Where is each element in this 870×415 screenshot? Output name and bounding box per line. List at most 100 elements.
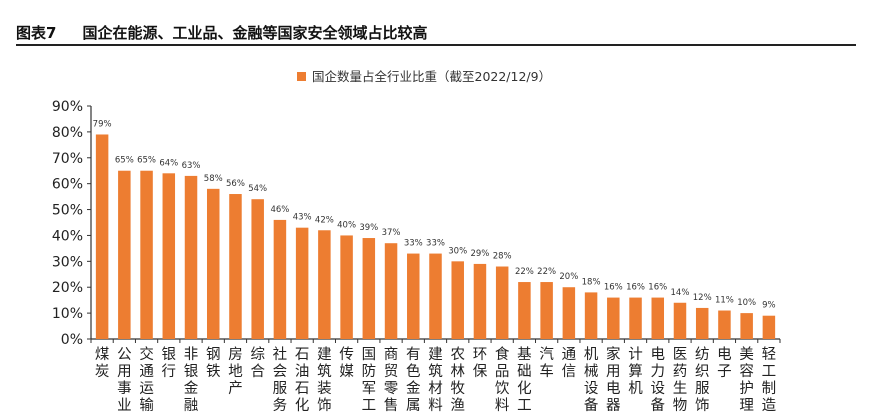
x-tick-label: 有色金属: [406, 346, 421, 414]
x-tick-label: 综合: [250, 346, 265, 380]
x-tick-label: 环保: [473, 347, 488, 380]
bar: [95, 134, 109, 339]
x-tick-label: 汽车: [539, 346, 554, 380]
data-label: 10%: [737, 298, 756, 308]
x-tick-label: 计算机: [628, 346, 643, 397]
bar: [184, 175, 198, 339]
bar: [407, 253, 420, 339]
data-label: 40%: [337, 220, 356, 230]
bar: [273, 219, 287, 339]
bar: [718, 310, 731, 339]
data-label: 79%: [93, 119, 112, 129]
y-tick-label: 60%: [52, 177, 83, 193]
legend-label: 国企数量占全行业比重（截至2022/12/9）: [312, 69, 551, 84]
data-label: 37%: [382, 228, 401, 238]
data-label: 20%: [559, 272, 578, 282]
bar: [362, 238, 376, 339]
bar: [495, 266, 509, 339]
bar: [162, 173, 176, 339]
figure-title-bar: 图表7 国企在能源、工业品、金融等国家安全领域占比较高: [16, 22, 856, 46]
data-label: 16%: [626, 283, 645, 293]
figure-title: 国企在能源、工业品、金融等国家安全领域占比较高: [82, 24, 428, 42]
x-tick-label: 纺织服饰: [695, 346, 710, 414]
bar: [429, 253, 442, 339]
x-tick-label: 农林牧渔: [450, 346, 465, 414]
x-tick-label: 钢铁: [206, 346, 221, 380]
data-label: 14%: [671, 288, 690, 298]
bar: [206, 188, 220, 339]
x-tick-label: 传媒: [339, 346, 354, 380]
bar: [518, 282, 531, 339]
figure-number: 图表7: [16, 24, 57, 42]
x-tick-label: 电子: [717, 346, 732, 380]
data-label: 16%: [648, 283, 667, 293]
x-tick-label: 轻工制造: [762, 346, 777, 414]
data-label: 63%: [182, 161, 201, 171]
bar: [562, 287, 576, 339]
bar: [762, 315, 776, 339]
bar: [651, 297, 665, 339]
data-label: 30%: [448, 246, 467, 256]
bar: [584, 292, 598, 339]
data-label: 64%: [159, 158, 178, 168]
x-tick-label: 建筑装饰: [317, 346, 332, 414]
data-label: 11%: [715, 296, 734, 306]
x-tick-label: 家用电器: [606, 346, 621, 414]
bar: [118, 170, 131, 339]
bar: [695, 307, 709, 339]
x-tick-label: 煤炭: [95, 346, 110, 380]
y-tick-label: 30%: [52, 254, 83, 270]
bar: [295, 227, 309, 339]
y-tick-label: 80%: [52, 125, 83, 141]
y-tick-label: 0%: [61, 332, 83, 348]
data-label: 58%: [204, 174, 223, 184]
bar: [740, 313, 753, 339]
data-label: 56%: [226, 179, 245, 189]
bar: [251, 199, 264, 339]
x-tick-label: 公用事业: [117, 347, 132, 414]
y-tick-label: 90%: [52, 99, 83, 115]
data-label: 33%: [426, 239, 445, 249]
data-label: 42%: [315, 215, 334, 225]
data-label: 39%: [359, 223, 378, 233]
x-tick-label: 非银金融: [184, 346, 199, 414]
bar: [629, 297, 642, 339]
data-label: 22%: [537, 267, 556, 277]
bar: [384, 243, 398, 339]
x-tick-label: 银行: [162, 346, 177, 380]
data-label: 16%: [604, 283, 623, 293]
x-tick-label: 房地产: [228, 346, 243, 397]
data-label: 29%: [470, 249, 489, 259]
x-tick-label: 石油石化: [295, 347, 310, 414]
x-tick-label: 美容护理: [739, 346, 754, 414]
data-label: 43%: [293, 213, 312, 223]
x-tick-label: 交通运输: [139, 345, 154, 414]
data-label: 22%: [515, 267, 534, 277]
x-tick-label: 通信: [562, 346, 577, 380]
data-label: 65%: [137, 156, 156, 166]
y-tick-label: 50%: [52, 203, 83, 219]
data-label: 9%: [762, 301, 776, 311]
x-tick-label: 商贸零售: [384, 346, 399, 414]
x-tick-label: 基础化工: [517, 346, 532, 414]
x-tick-label: 机械设备: [584, 346, 599, 414]
x-tick-label: 医药生物: [673, 347, 688, 414]
x-tick-label: 国防军工: [362, 347, 377, 414]
data-label: 12%: [693, 293, 712, 303]
legend-swatch: [297, 72, 306, 81]
data-label: 33%: [404, 239, 423, 249]
x-tick-label: 建筑材料: [428, 346, 443, 414]
bar: [473, 263, 487, 339]
y-tick-label: 40%: [52, 228, 83, 244]
data-label: 54%: [248, 184, 267, 194]
bar: [229, 194, 242, 339]
bar: [673, 302, 687, 339]
bar: [318, 230, 331, 339]
x-tick-label: 食品饮料: [495, 346, 510, 414]
x-tick-label: 电力设备: [651, 346, 666, 414]
bar: [340, 235, 353, 339]
data-label: 46%: [270, 205, 289, 215]
y-tick-label: 20%: [52, 280, 83, 296]
y-tick-label: 70%: [52, 151, 83, 167]
